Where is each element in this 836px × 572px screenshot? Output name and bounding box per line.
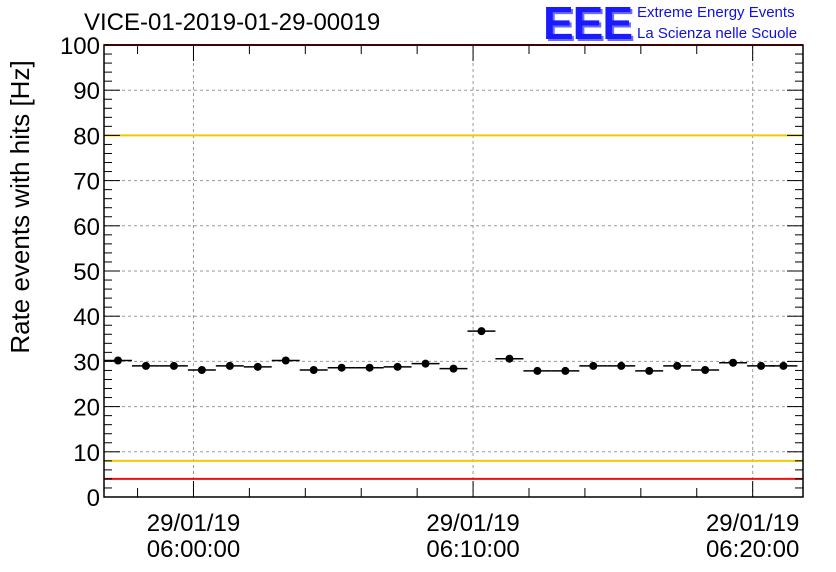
threshold-lines <box>104 44 803 480</box>
axes <box>103 44 804 498</box>
data-point <box>337 363 346 372</box>
data-point <box>449 364 458 373</box>
y-tick-label: 20 <box>73 395 100 422</box>
data-point <box>141 361 150 370</box>
y-tick-label: 80 <box>73 123 100 150</box>
logo-subtitle-2: La Scienza nelle Scuole <box>637 25 798 42</box>
data-point <box>505 354 514 363</box>
grid-lines <box>104 45 803 497</box>
y-axis-label: Rate events with hits [Hz] <box>5 60 35 353</box>
y-tick-label: 30 <box>73 349 100 376</box>
logo-subtitle-1: Extreme Energy Events <box>637 4 795 21</box>
data-point <box>365 363 374 372</box>
data-point <box>225 361 234 370</box>
y-tick-label: 70 <box>73 169 100 196</box>
data-point <box>561 366 570 375</box>
x-tick-label-time: 06:00:00 <box>147 536 240 563</box>
data-point <box>645 366 654 375</box>
x-tick-label-time: 06:10:00 <box>426 536 519 563</box>
data-point <box>589 361 598 370</box>
data-point <box>421 359 430 368</box>
data-point <box>729 358 738 367</box>
data-point <box>533 366 542 375</box>
x-tick-label-date: 29/01/19 <box>426 510 519 537</box>
data-point <box>701 365 710 374</box>
data-point <box>617 361 626 370</box>
y-tick-label: 40 <box>73 304 100 331</box>
y-tick-label: 90 <box>73 78 100 105</box>
data-point <box>197 365 206 374</box>
data-point <box>673 361 682 370</box>
data-point <box>281 356 290 365</box>
data-point <box>779 361 788 370</box>
x-tick-label-date: 29/01/19 <box>706 510 799 537</box>
eee-logo: EEE <box>543 0 633 49</box>
y-tick-label: 0 <box>87 485 100 512</box>
data-point <box>477 327 486 336</box>
y-tick-label: 10 <box>73 440 100 467</box>
run-title: VICE-01-2019-01-29-00019 <box>84 9 381 36</box>
data-point <box>757 361 766 370</box>
x-tick-label-time: 06:20:00 <box>706 536 799 563</box>
x-tick-label-date: 29/01/19 <box>147 510 240 537</box>
data-point <box>253 362 262 371</box>
y-tick-label: 100 <box>60 33 100 60</box>
data-point <box>113 356 122 365</box>
data-point <box>309 365 318 374</box>
y-tick-label: 50 <box>73 259 100 286</box>
data-points <box>104 327 798 375</box>
tick-labels: 010203040506070809010029/01/1906:00:0029… <box>60 33 799 563</box>
data-point <box>393 362 402 371</box>
y-tick-label: 60 <box>73 214 100 241</box>
data-point <box>169 361 178 370</box>
